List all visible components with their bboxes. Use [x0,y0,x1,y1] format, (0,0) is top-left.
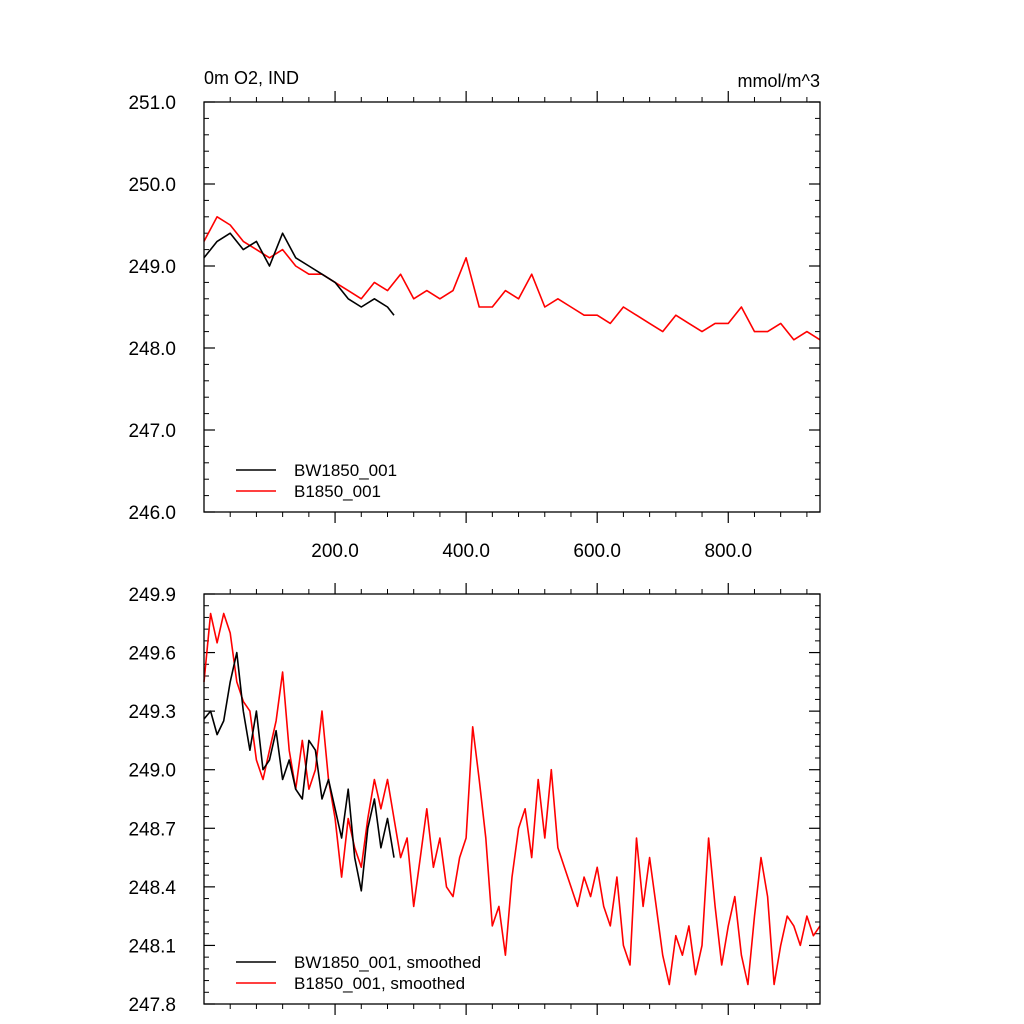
bottom-y-tick-label: 249.0 [128,761,176,782]
bottom-y-tick-label: 248.7 [128,819,176,840]
top-series-line-bw1850-001 [203,232,395,316]
bottom-y-tick-label: 248.1 [128,936,176,957]
top-x-tick-label: 400.0 [442,541,490,562]
bottom-y-tick-label: 248.4 [128,878,176,899]
top-panel: 0m O2, IND mmol/m^3 246.0 247.0 248.0 249.0… [128,68,821,562]
top-y-tick-label: 250.0 [128,175,176,196]
bottom-legend-label-bw1850: BW1850_001, smoothed [294,953,481,972]
top-legend-label-b1850: B1850_001 [294,482,381,501]
bottom-legend-label-b1850: B1850_001, smoothed [294,974,465,993]
top-y-tick-label: 251.0 [128,93,176,114]
top-x-tick-label: 600.0 [573,541,621,562]
top-x-tick-label: 800.0 [704,541,752,562]
top-y-tick-label: 249.0 [128,257,176,278]
top-legend-label-bw1850: BW1850_001 [294,461,397,480]
units-label: mmol/m^3 [738,71,820,91]
chart-title: 0m O2, IND [204,68,299,88]
bottom-y-tick-label: 249.9 [128,585,176,606]
bottom-y-tick-label: 249.6 [128,644,176,665]
bottom-panel: 247.8 248.1 248.4 248.7 249.0 249.3 249.6 249.9… [128,583,821,1016]
bottom-y-tick-label: 247.8 [128,995,176,1016]
top-plot-frame [203,101,821,513]
top-y-tick-label: 246.0 [128,503,176,524]
bottom-series-line-b1850-001-smoothed [203,612,821,986]
top-legend: BW1850_001 B1850_001 [236,461,397,501]
top-series-line-b1850-001 [203,216,821,341]
bottom-plot-frame [203,593,821,1005]
top-y-tick-label: 248.0 [128,339,176,360]
bottom-series-line-bw1850-001-smoothed [203,651,395,892]
bottom-y-tick-label: 249.3 [128,702,176,723]
top-y-tick-label: 247.0 [128,421,176,442]
bottom-legend: BW1850_001, smoothed B1850_001, smoothed [236,953,481,993]
top-x-tick-label: 200.0 [311,541,359,562]
